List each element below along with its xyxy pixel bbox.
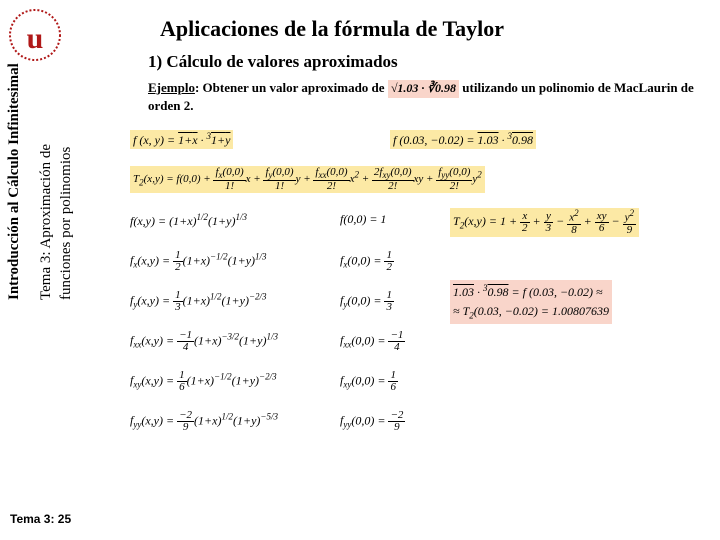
- eq-row-2l: fy(x,y) = 13(1+x)1/2(1+y)−2/3: [130, 290, 267, 313]
- sidebar-course-label: Introducción al Cálculo Infinitesimal: [6, 63, 23, 300]
- eq-f-eval: f (0.03, −0.02) = 1.03 · 30.98: [390, 130, 536, 149]
- university-logo: u: [8, 8, 62, 62]
- eq-row-0l: f(x,y) = (1+x)1/2(1+y)1/3: [130, 212, 247, 229]
- example-prompt: Ejemplo: Obtener un valor aproximado de …: [148, 80, 710, 114]
- eq-row-3r: fxx(0,0) = −14: [340, 330, 405, 353]
- sidebar-theme-label-2: funciones por polinomios: [58, 147, 75, 300]
- example-label: Ejemplo: [148, 80, 195, 95]
- eq-row-3l: fxx(x,y) = −14(1+x)−3/2(1+y)1/3: [130, 330, 278, 353]
- eq-f-def: f (x, y) = 1+x · 31+y: [130, 130, 233, 149]
- eq-row-4r: fxy(0,0) = 16: [340, 370, 398, 393]
- eq-row-1l: fx(x,y) = 12(1+x)−1/2(1+y)1/3: [130, 250, 267, 273]
- eq-row-5r: fyy(0,0) = −29: [340, 410, 405, 433]
- eq-row-5l: fyy(x,y) = −29(1+x)1/2(1+y)−5/3: [130, 410, 278, 433]
- math-content: f (x, y) = 1+x · 31+y f (0.03, −0.02) = …: [130, 130, 712, 530]
- section-heading: 1) Cálculo de valores aproximados: [148, 52, 398, 72]
- eq-t2-expansion: T2(x,y) = f(0,0) + fx(0,0)1!x + fy(0,0)1…: [130, 166, 485, 193]
- target-expression: √1.03 · ∛0.98: [388, 80, 459, 98]
- page-title: Aplicaciones de la fórmula de Taylor: [160, 16, 504, 42]
- eq-result: 1.03 · 30.98 = f (0.03, −0.02) ≈ ≈ T2(0.…: [450, 280, 612, 324]
- eq-row-4l: fxy(x,y) = 16(1+x)−1/2(1+y)−2/3: [130, 370, 277, 393]
- eq-row-2r: fy(0,0) = 13: [340, 290, 394, 313]
- slide-number: Tema 3: 25: [10, 512, 71, 526]
- sidebar-theme-label-1: Tema 3: Aproximación de: [38, 144, 55, 300]
- eq-row-0r: f(0,0) = 1: [340, 212, 386, 227]
- svg-text:u: u: [27, 22, 44, 55]
- eq-t2-closed: T2(x,y) = 1 + x2 + y3 − x28 + xy6 − y29: [450, 208, 639, 237]
- eq-row-1r: fx(0,0) = 12: [340, 250, 394, 273]
